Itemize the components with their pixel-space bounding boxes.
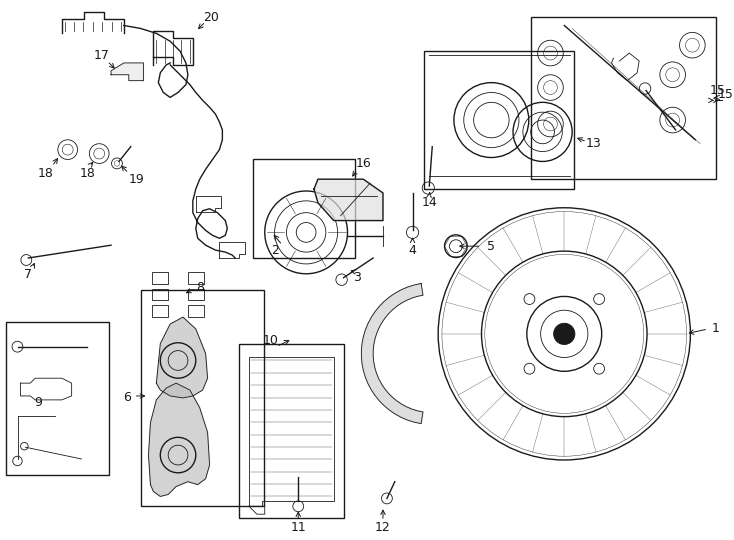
Text: 5: 5 — [487, 240, 495, 253]
Text: 15: 15 — [710, 84, 726, 97]
Text: 13: 13 — [586, 137, 602, 150]
Bar — [531, 17, 716, 179]
Polygon shape — [156, 317, 208, 398]
Bar — [153, 288, 168, 300]
Polygon shape — [148, 383, 210, 496]
Text: 1: 1 — [712, 322, 720, 335]
Bar — [153, 272, 168, 284]
Bar — [188, 272, 203, 284]
Bar — [188, 288, 203, 300]
Text: 3: 3 — [354, 271, 361, 284]
Text: 18: 18 — [38, 167, 54, 180]
Bar — [141, 289, 264, 507]
Text: 2: 2 — [271, 244, 278, 256]
Text: 6: 6 — [123, 392, 131, 404]
Text: 4: 4 — [409, 244, 416, 256]
Text: 18: 18 — [79, 167, 95, 180]
Text: 15: 15 — [718, 88, 734, 101]
Text: 9: 9 — [34, 396, 42, 409]
Text: 20: 20 — [203, 11, 219, 24]
Text: 11: 11 — [291, 522, 306, 535]
Circle shape — [553, 323, 575, 345]
Text: 8: 8 — [196, 281, 204, 294]
Polygon shape — [314, 179, 383, 220]
Text: 10: 10 — [263, 334, 279, 347]
Bar — [253, 159, 355, 258]
Text: 7: 7 — [24, 268, 32, 281]
Bar — [188, 305, 203, 317]
Bar — [153, 305, 168, 317]
Text: 12: 12 — [375, 522, 391, 535]
Bar — [424, 51, 574, 189]
Polygon shape — [361, 284, 423, 424]
Text: 14: 14 — [421, 197, 437, 210]
Text: 19: 19 — [128, 173, 145, 186]
Polygon shape — [111, 63, 144, 80]
Text: 17: 17 — [93, 49, 109, 62]
Bar — [6, 322, 109, 475]
Text: 16: 16 — [355, 157, 371, 170]
